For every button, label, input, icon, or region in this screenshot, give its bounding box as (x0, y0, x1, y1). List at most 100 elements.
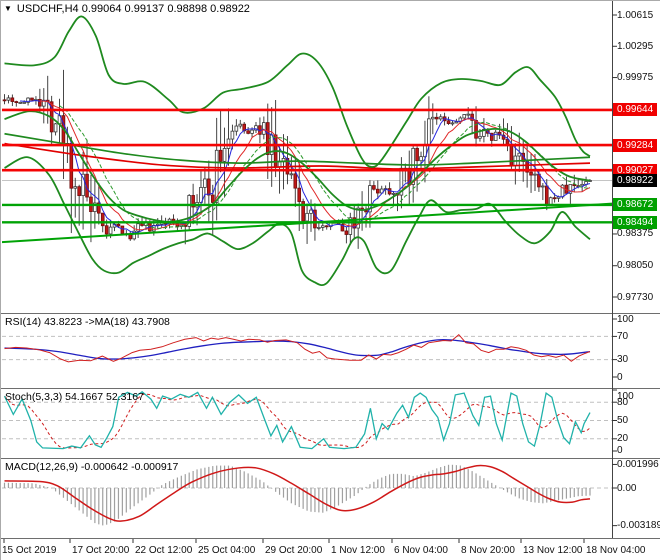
bull-candle (438, 116, 443, 120)
time-axis-label: 29 Oct 20:00 (265, 545, 323, 556)
bear-candle (2, 99, 7, 102)
bear-candle (376, 188, 380, 194)
bull-candle (391, 193, 396, 195)
macd-indicator-label: MACD(12,26,9) -0.000642 -0.000917 (5, 461, 179, 473)
resistance-price-badge: 0.99027 (613, 163, 658, 177)
macd-plot[interactable] (2, 464, 612, 526)
bear-candle (69, 143, 74, 189)
bull-candle (41, 99, 46, 107)
bollinger-upper (4, 15, 591, 168)
bull-candle (533, 173, 537, 176)
time-axis-label: 13 Nov 12:00 (523, 545, 583, 556)
bear-candle (38, 98, 42, 107)
bull-candle (368, 185, 372, 213)
resistance-price-badge: 0.99284 (613, 138, 658, 152)
bear-candle (207, 178, 211, 196)
bear-candle (372, 185, 376, 190)
stoch-plot[interactable] (2, 390, 612, 450)
bear-candle (30, 97, 34, 101)
bull-candle (541, 185, 545, 188)
bear-candle (218, 149, 223, 162)
bull-candle (93, 202, 97, 213)
stoch-axis-label: 100 (617, 390, 634, 402)
bull-candle (454, 121, 459, 124)
macd-axis-label: 0.00 (617, 482, 637, 494)
bear-candle (470, 113, 474, 121)
rsi-axis-label: 30 (617, 354, 629, 366)
support-price-badge: 0.98672 (613, 198, 658, 212)
price-axis-label: 0.97730 (617, 291, 654, 303)
symbol-ohlc-label: USDCHF,H4 0.99064 0.99137 0.98898 0.9892… (16, 3, 250, 15)
bear-candle (434, 116, 439, 120)
price-axis-label: 1.00295 (617, 40, 654, 52)
bear-candle (191, 195, 195, 208)
bear-candle (116, 223, 121, 227)
bear-candle (297, 187, 302, 202)
bull-candle (230, 130, 235, 140)
rsi-plot[interactable] (2, 334, 612, 363)
bull-candle (254, 125, 258, 131)
time-axis-label: 25 Oct 04:00 (198, 545, 256, 556)
bull-candle (132, 230, 136, 240)
bull-candle (462, 114, 467, 119)
rsi-indicator-label: RSI(14) 43.8223 ->MA(18) 43.7908 (5, 316, 170, 328)
bear-candle (246, 130, 250, 134)
time-axis-label: 18 Nov 04:00 (586, 545, 646, 556)
bear-candle (324, 225, 329, 228)
collapse-arrow-icon[interactable]: ▼ (4, 4, 12, 13)
bear-candle (340, 224, 345, 232)
bear-candle (344, 230, 349, 235)
time-axis-label: 17 Oct 20:00 (72, 545, 130, 556)
rsi-line (4, 334, 591, 363)
bull-candle (222, 148, 227, 162)
bull-candle (18, 101, 23, 104)
bear-candle (489, 132, 494, 141)
rsi-ma-line (4, 339, 591, 360)
bull-candle (450, 122, 455, 125)
bull-candle (305, 212, 309, 222)
stoch-indicator-label: Stoch(5,3,3) 54.1667 52.3167 (5, 391, 144, 403)
bull-candle (6, 97, 11, 101)
macd-axis-label: 0.001996 (617, 458, 659, 470)
bear-candle (446, 120, 451, 124)
bear-candle (529, 171, 533, 176)
stoch-axis-label: 80 (617, 396, 629, 408)
bull-candle (411, 147, 415, 185)
bull-candle (22, 101, 26, 104)
bull-candle (580, 183, 584, 187)
time-axis-label: 15 Oct 2019 (2, 545, 57, 556)
stoch-d-line (4, 393, 591, 449)
bear-candle (415, 147, 419, 162)
bull-candle (262, 122, 266, 135)
bull-candle (203, 178, 207, 188)
bull-candle (466, 113, 470, 116)
bear-candle (474, 119, 478, 139)
slow-ma-red (4, 142, 591, 170)
bull-candle (289, 173, 294, 176)
bear-candle (509, 143, 514, 166)
time-axis-label: 1 Nov 12:00 (331, 545, 385, 556)
time-axis-label: 22 Oct 12:00 (135, 545, 193, 556)
bear-candle (293, 173, 298, 189)
price-axis-label: 1.00615 (617, 9, 654, 21)
bear-candle (100, 212, 105, 227)
main-plot[interactable] (0, 15, 612, 287)
bull-candle (26, 97, 30, 103)
bear-candle (301, 201, 305, 222)
bull-candle (234, 125, 239, 132)
bear-candle (552, 197, 557, 200)
bull-candle (427, 118, 431, 146)
bollinger-middle (4, 110, 591, 223)
bull-candle (108, 226, 113, 235)
bull-candle (187, 195, 191, 227)
bear-candle (572, 184, 577, 187)
bear-candle (537, 173, 541, 188)
bull-candle (493, 131, 498, 141)
resistance-price-badge: 0.99644 (613, 103, 658, 117)
bull-candle (199, 187, 203, 203)
bear-candle (313, 209, 317, 229)
bear-candle (265, 122, 270, 155)
slow-ma-green (4, 132, 591, 166)
